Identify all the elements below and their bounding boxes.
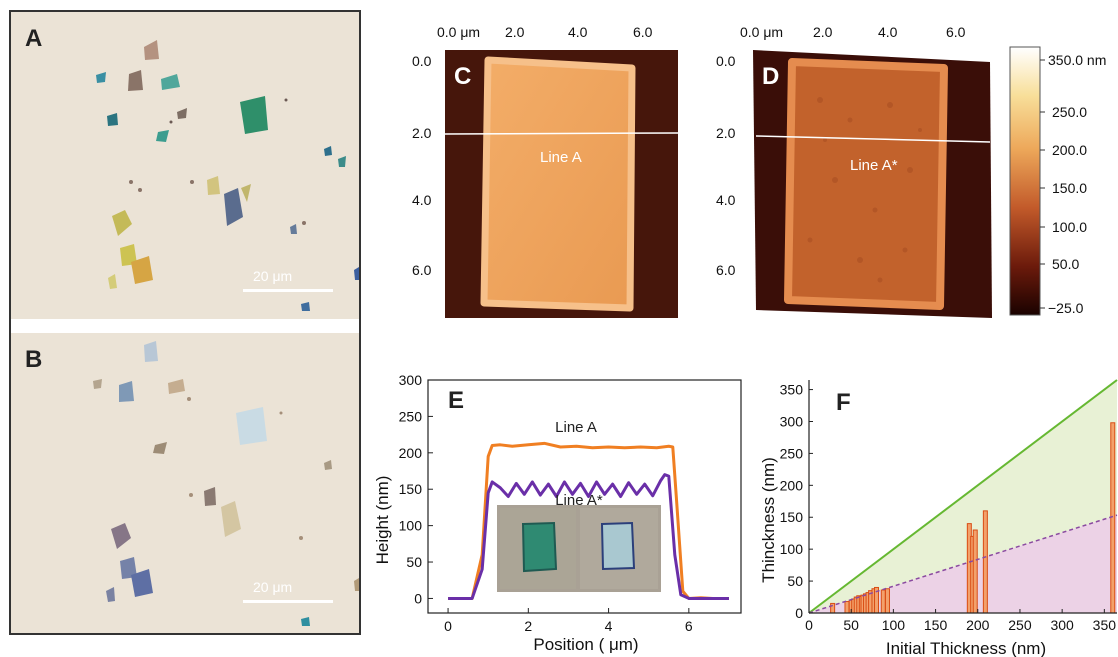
chart-f-xtick-label: 0 <box>805 617 813 633</box>
afm-c-xtick-0: 0.0 μm <box>437 24 480 40</box>
afm-c-xtick-1: 2.0 <box>505 24 525 40</box>
chart-f-xlabel: Initial Thickness (nm) <box>886 639 1046 657</box>
chart-f-xtick-label: 150 <box>924 617 948 633</box>
afm-c-xtick-2: 4.0 <box>568 24 588 40</box>
chart-f-ytick-label: 50 <box>787 573 803 589</box>
chart-f-xtick-label: 50 <box>843 617 859 633</box>
scale-bar-a <box>243 289 333 292</box>
chart-f-ytick-label: 100 <box>780 541 804 557</box>
afm-c-ytick-2: 4.0 <box>412 192 432 208</box>
panel-d-letter: D <box>762 63 779 90</box>
afm-d-line-label: Line A* <box>850 157 898 174</box>
chart-f-bar <box>972 529 978 614</box>
panel-c-letter: C <box>454 63 471 90</box>
chart-e-legend-line-a-star: Line A* <box>555 492 603 509</box>
afm-d-ytick-3: 6.0 <box>716 262 736 278</box>
chart-f-ytick-label: 300 <box>780 413 804 429</box>
chart-e-xtick-label: 6 <box>685 618 693 634</box>
afm-d-xtick-3: 6.0 <box>946 24 966 40</box>
afm-d-ytick-1: 2.0 <box>716 125 736 141</box>
chart-e-series-line-a <box>448 441 729 600</box>
colorbar-gradient <box>1009 46 1041 316</box>
scale-bar-b <box>243 600 333 603</box>
chart-f-ytick-label: 150 <box>780 509 804 525</box>
chart-f-ytick-label: 200 <box>780 477 804 493</box>
chart-f-xtick-label: 300 <box>1050 617 1074 633</box>
chart-e-series-line-a-star <box>448 473 729 600</box>
chart-e-ytick-label: 100 <box>399 518 423 534</box>
afm-panel-c: 0.0 μm 2.0 4.0 6.0 0.0 2.0 4.0 6.0 Line … <box>412 24 679 318</box>
panel-f-letter: F <box>836 389 851 416</box>
chart-f-bar <box>884 588 890 614</box>
colorbar-label-2: 200.0 <box>1052 142 1087 158</box>
scale-bar-label-a: 20 μm <box>253 268 293 284</box>
chart-e-series <box>448 441 729 600</box>
afm-d-ytick-2: 4.0 <box>716 192 736 208</box>
chart-f-ytick-label: 250 <box>780 445 804 461</box>
scale-bar-label-b: 20 μm <box>253 579 293 595</box>
chart-f: Thinckness (nm) Initial Thickness (nm) 0… <box>759 379 1118 657</box>
chart-f-bar <box>982 510 988 614</box>
panel-e-letter: E <box>448 387 464 414</box>
colorbar-label-3: 150.0 <box>1052 180 1087 196</box>
micrograph-b: B 20 μm <box>11 333 359 633</box>
chart-f-xtick-label: 100 <box>882 617 906 633</box>
chart-f-line-solid <box>808 379 1118 614</box>
chart-e-ytick-label: 50 <box>406 554 422 570</box>
afm-c-ytick-1: 2.0 <box>412 125 432 141</box>
afm-d-texture <box>807 97 922 283</box>
afm-c-flake <box>480 56 636 312</box>
colorbar: 350.0 nm 250.0 200.0 150.0 100.0 50.0 −2… <box>1009 46 1106 316</box>
chart-e-xtick-label: 2 <box>524 618 532 634</box>
chart-e-ytick-label: 300 <box>399 372 423 388</box>
chart-e-ytick-label: 0 <box>414 590 422 606</box>
colorbar-label-0: 350.0 nm <box>1048 52 1106 68</box>
afm-c-ytick-0: 0.0 <box>412 53 432 69</box>
afm-d-ytick-0: 0.0 <box>716 53 736 69</box>
chart-f-bar <box>1110 422 1116 614</box>
panel-a-b-frame: A 20 μm <box>9 10 361 635</box>
chart-f-ytick-label: 350 <box>780 382 804 398</box>
chart-e-ytick-label: 150 <box>399 481 423 497</box>
chart-f-bar <box>844 601 850 614</box>
chart-e-inset <box>497 505 661 592</box>
panel-divider <box>11 319 359 333</box>
afm-d-line-a-star <box>755 135 991 143</box>
chart-e-ticks: 0 2 4 6 0 50 100 150 200 250 300 <box>399 372 693 634</box>
colorbar-label-6: −25.0 <box>1048 300 1084 316</box>
afm-d-flake <box>784 58 948 310</box>
flakes-b <box>93 341 359 626</box>
chart-f-ylabel: Thinckness (nm) <box>759 457 778 583</box>
chart-e-xtick-label: 0 <box>444 618 452 634</box>
afm-c-line-label: Line A <box>540 149 582 166</box>
chart-f-xtick-label: 250 <box>1008 617 1032 633</box>
afm-c-ytick-3: 6.0 <box>412 262 432 278</box>
colorbar-label-1: 250.0 <box>1052 104 1087 120</box>
chart-e-legend-line-a: Line A <box>555 419 597 436</box>
colorbar-label-5: 50.0 <box>1052 256 1079 272</box>
chart-f-plot: 0 50 100 150 200 250 300 350 0 50 100 150 200 250 300 3… <box>780 379 1118 633</box>
afm-c-xtick-3: 6.0 <box>633 24 653 40</box>
chart-f-bar <box>880 589 886 614</box>
afm-d-xtick-0: 0.0 μm <box>740 24 783 40</box>
flakes-a <box>96 40 359 311</box>
chart-f-ytick-label: 0 <box>795 605 803 621</box>
colorbar-label-4: 100.0 <box>1052 219 1087 235</box>
chart-e-xtick-label: 4 <box>605 618 613 634</box>
afm-panel-d: 0.0 μm 2.0 4.0 6.0 0.0 2.0 4.0 6.0 Line … <box>716 24 992 318</box>
chart-e: Height (nm) Position ( μm) 0 2 4 6 0 50 100 150… <box>373 372 742 654</box>
chart-e-xlabel: Position ( μm) <box>533 635 638 654</box>
chart-e-ytick-label: 250 <box>399 408 423 424</box>
panel-b-letter: B <box>25 346 43 373</box>
micrograph-a: A 20 μm <box>11 12 359 319</box>
afm-c-line-a <box>444 132 679 135</box>
chart-f-xtick-label: 350 <box>1093 617 1117 633</box>
chart-e-ylabel: Height (nm) <box>373 476 392 565</box>
chart-f-xtick-label: 200 <box>966 617 990 633</box>
afm-d-xtick-2: 4.0 <box>878 24 898 40</box>
chart-e-ytick-label: 200 <box>399 445 423 461</box>
panel-a-letter: A <box>25 25 43 52</box>
afm-d-xtick-1: 2.0 <box>813 24 833 40</box>
chart-f-line-dashed <box>808 514 1118 614</box>
